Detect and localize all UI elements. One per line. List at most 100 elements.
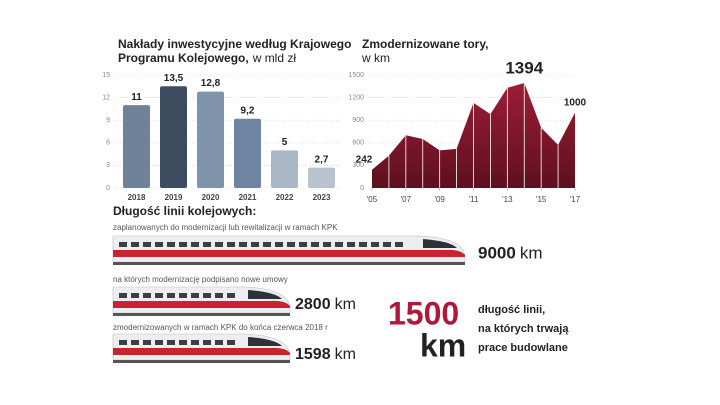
train-illustration xyxy=(112,333,291,363)
value-label: 242 xyxy=(356,154,373,165)
train-window xyxy=(227,242,235,247)
train-illustration xyxy=(112,286,291,316)
train-window xyxy=(143,340,151,345)
y-tick-label: 0 xyxy=(360,185,364,192)
train-window xyxy=(143,242,151,247)
y-tick-label: 900 xyxy=(352,117,364,124)
train-windshield xyxy=(423,239,457,248)
y-tick-label: 0 xyxy=(106,185,110,192)
value-label: 1000 xyxy=(564,97,587,108)
bar xyxy=(197,91,224,188)
train-window xyxy=(347,242,355,247)
train-base xyxy=(113,360,290,363)
train-window xyxy=(215,340,223,345)
x-tick-label: '15 xyxy=(536,195,547,204)
train-window xyxy=(335,242,343,247)
train-window xyxy=(167,293,175,298)
train-base xyxy=(113,262,465,265)
train-windshield xyxy=(248,337,282,346)
y-tick-label: 600 xyxy=(352,140,364,147)
x-tick-label: '17 xyxy=(570,195,581,204)
train-window xyxy=(359,242,367,247)
item-value: 2800 xyxy=(295,296,331,313)
item-unit: km xyxy=(335,346,356,363)
y-tick-label: 6 xyxy=(106,140,110,147)
train-body xyxy=(112,333,291,361)
train-window xyxy=(263,242,271,247)
x-tick-label: 2023 xyxy=(313,193,331,202)
train-window xyxy=(119,242,127,247)
chart-title: Programu Kolejowego, xyxy=(118,51,249,65)
highlight-unit: km xyxy=(420,327,466,363)
y-tick-label: 300 xyxy=(352,162,364,169)
value-label: 9,2 xyxy=(241,105,255,116)
x-tick-label: 2019 xyxy=(165,193,183,202)
train-stripe xyxy=(113,347,290,355)
highlight-value: 1500 xyxy=(388,295,459,331)
train-window xyxy=(155,293,163,298)
train-window xyxy=(155,242,163,247)
item-description: zaplanowanych do modernizacji lub rewita… xyxy=(113,223,338,232)
value-label: 11 xyxy=(131,92,142,103)
train-window xyxy=(287,242,295,247)
train-body xyxy=(112,286,291,314)
item-unit: km xyxy=(520,243,543,262)
highlight-text: długość linii, xyxy=(478,304,545,316)
bar xyxy=(160,86,187,188)
x-tick-label: '05 xyxy=(367,195,378,204)
train-window xyxy=(227,340,235,345)
bar xyxy=(271,150,298,188)
y-tick-label: 12 xyxy=(102,94,110,101)
train-window xyxy=(239,242,247,247)
train-window xyxy=(131,242,139,247)
train-window xyxy=(203,293,211,298)
train-window xyxy=(395,242,403,247)
x-tick-label: 2018 xyxy=(128,193,146,202)
x-tick-label: '09 xyxy=(434,195,445,204)
y-tick-label: 1500 xyxy=(348,72,364,79)
x-tick-label: 2022 xyxy=(276,193,294,202)
item-description: na których modernizację podpisano nowe u… xyxy=(113,275,288,284)
chart-subtitle: w mld zł xyxy=(252,51,297,65)
chart-subtitle: w km xyxy=(361,51,390,65)
train-window xyxy=(131,293,139,298)
x-tick-label: '11 xyxy=(469,195,479,204)
train-window xyxy=(167,340,175,345)
bar xyxy=(234,118,261,188)
x-tick-label: '07 xyxy=(401,195,412,204)
train-window xyxy=(191,242,199,247)
item-description: zmodernizowanych w ramach KPK do końca c… xyxy=(113,323,328,332)
train-body xyxy=(112,235,466,263)
value-label: 2,7 xyxy=(315,154,329,165)
train-window xyxy=(179,293,187,298)
bar xyxy=(308,167,335,188)
highlight-text: na których trwają xyxy=(478,323,569,335)
train-window xyxy=(191,340,199,345)
train-window xyxy=(311,242,319,247)
train-window xyxy=(215,242,223,247)
train-window xyxy=(371,242,379,247)
train-illustration xyxy=(112,235,466,265)
y-tick-label: 3 xyxy=(106,162,110,169)
train-window xyxy=(167,242,175,247)
train-window xyxy=(323,242,331,247)
value-label: 12,8 xyxy=(201,78,221,89)
x-tick-label: '13 xyxy=(502,195,513,204)
chart-title: Zmodernizowane tory, xyxy=(362,37,488,51)
value-label: 13,5 xyxy=(164,73,184,84)
train-window xyxy=(251,242,259,247)
chart-title: Nakłady inwestycyjne według Krajowego xyxy=(118,37,351,51)
value-label: 1394 xyxy=(505,58,543,77)
train-stripe xyxy=(113,249,465,257)
highlight-text: prace budowlane xyxy=(478,342,568,354)
item-value: 9000 xyxy=(478,243,516,262)
y-tick-label: 9 xyxy=(106,117,110,124)
train-base xyxy=(113,313,290,316)
item-unit: km xyxy=(335,296,356,313)
section-title: Długość linii kolejowych: xyxy=(113,204,256,218)
y-tick-label: 15 xyxy=(102,72,110,79)
train-window xyxy=(119,340,127,345)
train-window xyxy=(179,340,187,345)
train-stripe xyxy=(113,300,290,308)
train-window xyxy=(227,293,235,298)
